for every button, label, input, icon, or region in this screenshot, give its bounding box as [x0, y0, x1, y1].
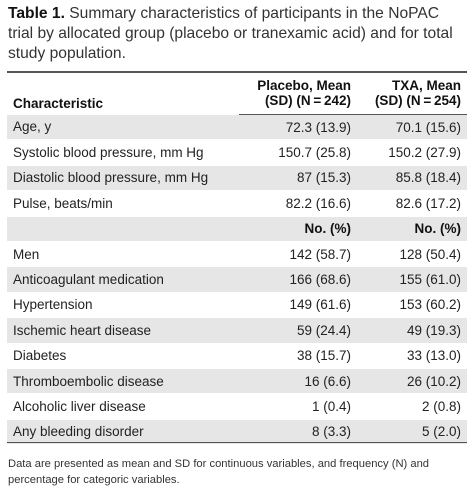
header-txa-line2: (SD) (N = 254): [357, 93, 467, 115]
table-row: Alcoholic liver disease 1 (0.4) 2 (0.8): [7, 393, 467, 420]
txa-value: 49 (19.3): [357, 317, 467, 344]
table-row: Age, y 72.3 (13.9) 70.1 (15.6): [7, 114, 467, 140]
placebo-value: 166 (68.6): [239, 266, 357, 293]
table-caption: Table 1. Summary characteristics of part…: [8, 4, 468, 64]
placebo-value: 142 (58.7): [239, 240, 357, 267]
txa-value: 5 (2.0): [357, 418, 467, 445]
subheader-row: No. (%) No. (%): [7, 215, 467, 242]
row-label: Pulse, beats/min: [7, 190, 239, 217]
table-label: Table 1.: [8, 5, 65, 22]
placebo-value: 59 (24.4): [239, 317, 357, 344]
txa-value: 26 (10.2): [357, 367, 467, 394]
txa-value: 82.6 (17.2): [357, 190, 467, 217]
table-footnote: Data are presented as mean and SD for co…: [8, 458, 430, 486]
header-placebo-line1: Placebo, Mean: [257, 78, 351, 93]
row-label: Diastolic blood pressure, mm Hg: [7, 164, 239, 191]
table-row: Systolic blood pressure, mm Hg 150.7 (25…: [7, 139, 467, 166]
txa-value: 128 (50.4): [357, 240, 467, 267]
txa-value: 33 (13.0): [357, 342, 467, 369]
table-row: Men 142 (58.7) 128 (50.4): [7, 240, 467, 267]
table-row: Pulse, beats/min 82.2 (16.6) 82.6 (17.2): [7, 190, 467, 217]
row-label: Age, y: [7, 114, 239, 140]
header-placebo-line2: (SD) (N = 242): [239, 93, 357, 115]
placebo-value: 150.7 (25.8): [239, 139, 357, 166]
subheader-txa: No. (%): [357, 215, 467, 242]
placebo-value: 8 (3.3): [239, 418, 357, 445]
row-label: Alcoholic liver disease: [7, 393, 239, 420]
row-label: Hypertension: [7, 291, 239, 318]
txa-value: 70.1 (15.6): [357, 114, 467, 140]
table-row: Thromboembolic disease 16 (6.6) 26 (10.2…: [7, 367, 467, 394]
row-label: Thromboembolic disease: [7, 367, 239, 394]
txa-value: 155 (61.0): [357, 266, 467, 293]
placebo-value: 149 (61.6): [239, 291, 357, 318]
caption-text: Summary characteristics of participants …: [8, 5, 453, 62]
table-row: Diabetes 38 (15.7) 33 (13.0): [7, 342, 467, 369]
txa-value: 85.8 (18.4): [357, 164, 467, 191]
placebo-value: 82.2 (16.6): [239, 190, 357, 217]
row-label: Anticoagulant medication: [7, 266, 239, 293]
table-row: Any bleeding disorder 8 (3.3) 5 (2.0): [7, 418, 467, 445]
row-label: Diabetes: [7, 342, 239, 369]
table-bottom-rule: [7, 442, 467, 443]
table-row: Anticoagulant medication 166 (68.6) 155 …: [7, 266, 467, 293]
table-row: Hypertension 149 (61.6) 153 (60.2): [7, 291, 467, 318]
placebo-value: 16 (6.6): [239, 367, 357, 394]
row-label: Men: [7, 240, 239, 267]
txa-value: 2 (0.8): [357, 393, 467, 420]
placebo-value: 87 (15.3): [239, 164, 357, 191]
row-label: Any bleeding disorder: [7, 418, 239, 445]
row-label: Systolic blood pressure, mm Hg: [7, 139, 239, 166]
subheader-placebo: No. (%): [239, 215, 357, 242]
placebo-value: 38 (15.7): [239, 342, 357, 369]
characteristics-table: Characteristic Placebo, Mean TXA, Mean (…: [7, 71, 467, 445]
table-row: Ischemic heart disease 59 (24.4) 49 (19.…: [7, 317, 467, 344]
txa-value: 153 (60.2): [357, 291, 467, 318]
placebo-value: 72.3 (13.9): [239, 114, 357, 140]
placebo-value: 1 (0.4): [239, 393, 357, 420]
table-row: Diastolic blood pressure, mm Hg 87 (15.3…: [7, 164, 467, 191]
row-label: Ischemic heart disease: [7, 317, 239, 344]
header-characteristic: Characteristic: [13, 95, 104, 111]
header-txa-line1: TXA, Mean: [391, 78, 461, 93]
txa-value: 150.2 (27.9): [357, 139, 467, 166]
subheader-spacer: [7, 215, 239, 242]
